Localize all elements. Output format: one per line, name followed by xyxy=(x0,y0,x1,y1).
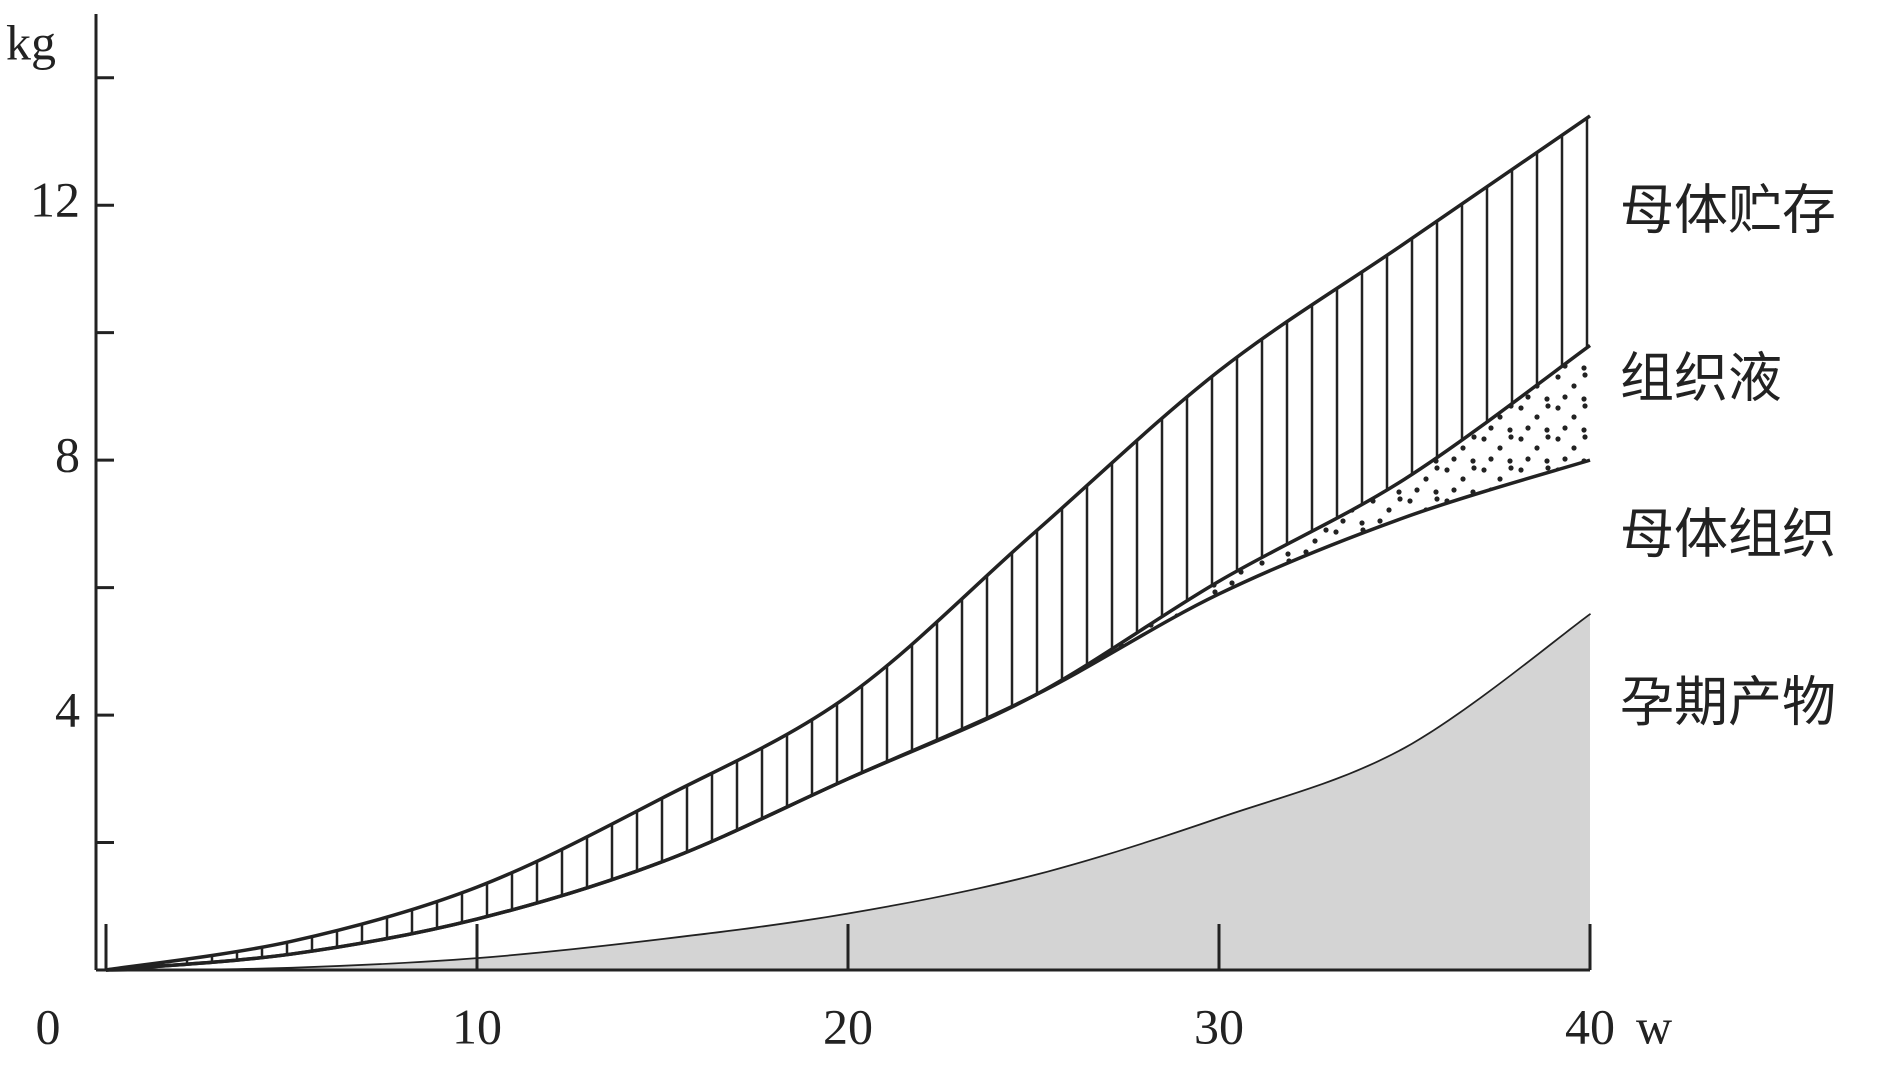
x-tick-label: 10 xyxy=(452,998,502,1054)
series-area xyxy=(106,460,1590,970)
series-line xyxy=(105,114,1591,972)
y-tick-label: 8 xyxy=(55,427,80,483)
x-tick-label: 0 xyxy=(36,998,61,1054)
y-tick-label: 4 xyxy=(55,682,80,738)
y-axis-label: kg xyxy=(6,14,56,70)
series-label: 母体贮存 xyxy=(1620,180,1836,240)
y-tick-label: 12 xyxy=(30,172,80,228)
x-axis-label: w xyxy=(1636,998,1672,1054)
series-label: 母体组织 xyxy=(1620,504,1836,564)
series-label: 孕期产物 xyxy=(1620,672,1836,732)
series-area xyxy=(106,613,1590,970)
x-tick-label: 40 xyxy=(1565,998,1615,1054)
x-tick-label: 30 xyxy=(1194,998,1244,1054)
x-tick-label: 20 xyxy=(823,998,873,1054)
series-label: 组织液 xyxy=(1620,348,1782,408)
